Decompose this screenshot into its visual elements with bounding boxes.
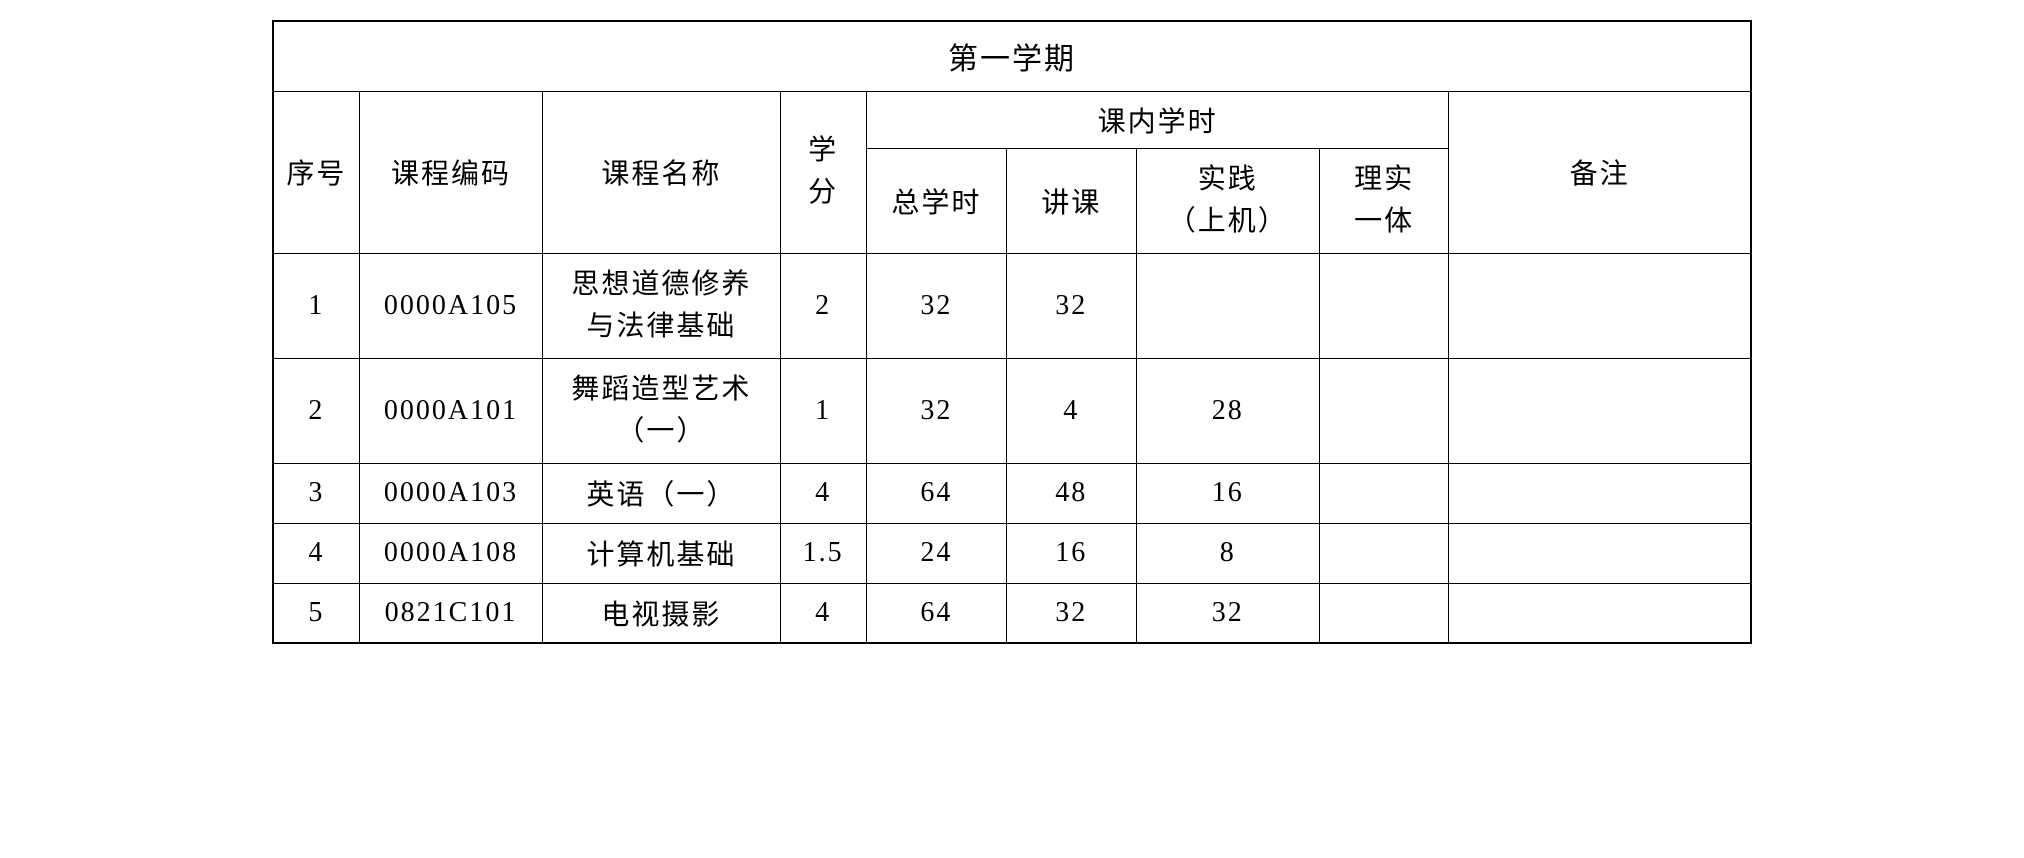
cell-lecture: 32 — [1007, 583, 1136, 643]
table-title: 第一学期 — [273, 21, 1751, 91]
cell-practice: 16 — [1136, 463, 1319, 523]
cell-code: 0000A105 — [359, 253, 542, 358]
table-header-row-1: 序号 课程编码 课程名称 学 分 课内学时 备注 — [273, 91, 1751, 148]
table-row: 4 0000A108 计算机基础 1.5 24 16 8 — [273, 523, 1751, 583]
cell-seq: 1 — [273, 253, 359, 358]
course-schedule-table: 第一学期 序号 课程编码 课程名称 学 分 课内学时 备注 总学时 讲课 实践 … — [272, 20, 1752, 644]
cell-total: 24 — [866, 523, 1006, 583]
header-name: 课程名称 — [543, 91, 780, 253]
cell-lecture: 48 — [1007, 463, 1136, 523]
cell-credit: 4 — [780, 463, 866, 523]
table-title-row: 第一学期 — [273, 21, 1751, 91]
table-row: 3 0000A103 英语（一） 4 64 48 16 — [273, 463, 1751, 523]
cell-integrated — [1319, 523, 1448, 583]
header-integrated-line1: 理实 — [1324, 159, 1444, 201]
cell-name: 英语（一） — [543, 463, 780, 523]
cell-name-line1: 舞蹈造型艺术 — [547, 369, 775, 411]
cell-credit: 1.5 — [780, 523, 866, 583]
cell-code: 0000A108 — [359, 523, 542, 583]
cell-code: 0821C101 — [359, 583, 542, 643]
cell-name-line2: （一） — [547, 411, 775, 453]
cell-integrated — [1319, 583, 1448, 643]
cell-total: 64 — [866, 463, 1006, 523]
cell-remark — [1449, 463, 1751, 523]
header-credit-line2: 分 — [785, 172, 862, 214]
cell-remark — [1449, 583, 1751, 643]
cell-name-line2: 与法律基础 — [547, 306, 775, 348]
cell-name: 计算机基础 — [543, 523, 780, 583]
cell-integrated — [1319, 463, 1448, 523]
cell-practice: 28 — [1136, 358, 1319, 463]
cell-name: 舞蹈造型艺术 （一） — [543, 358, 780, 463]
cell-credit: 4 — [780, 583, 866, 643]
cell-practice — [1136, 253, 1319, 358]
header-practice-line2: （上机） — [1141, 201, 1315, 243]
header-practice-line1: 实践 — [1141, 159, 1315, 201]
header-code: 课程编码 — [359, 91, 542, 253]
cell-remark — [1449, 358, 1751, 463]
cell-name: 电视摄影 — [543, 583, 780, 643]
cell-integrated — [1319, 358, 1448, 463]
header-total: 总学时 — [866, 148, 1006, 253]
header-practice: 实践 （上机） — [1136, 148, 1319, 253]
cell-total: 32 — [866, 253, 1006, 358]
table-row: 1 0000A105 思想道德修养 与法律基础 2 32 32 — [273, 253, 1751, 358]
header-lecture: 讲课 — [1007, 148, 1136, 253]
cell-integrated — [1319, 253, 1448, 358]
cell-seq: 2 — [273, 358, 359, 463]
header-credit-line1: 学 — [785, 130, 862, 172]
cell-practice: 8 — [1136, 523, 1319, 583]
cell-seq: 4 — [273, 523, 359, 583]
header-integrated: 理实 一体 — [1319, 148, 1448, 253]
cell-remark — [1449, 523, 1751, 583]
cell-practice: 32 — [1136, 583, 1319, 643]
header-integrated-line2: 一体 — [1324, 201, 1444, 243]
cell-lecture: 4 — [1007, 358, 1136, 463]
cell-seq: 5 — [273, 583, 359, 643]
table-row: 2 0000A101 舞蹈造型艺术 （一） 1 32 4 28 — [273, 358, 1751, 463]
cell-code: 0000A103 — [359, 463, 542, 523]
header-remark: 备注 — [1449, 91, 1751, 253]
cell-lecture: 16 — [1007, 523, 1136, 583]
cell-credit: 1 — [780, 358, 866, 463]
cell-seq: 3 — [273, 463, 359, 523]
cell-credit: 2 — [780, 253, 866, 358]
header-seq: 序号 — [273, 91, 359, 253]
header-credit: 学 分 — [780, 91, 866, 253]
cell-remark — [1449, 253, 1751, 358]
course-schedule-table-container: 第一学期 序号 课程编码 课程名称 学 分 课内学时 备注 总学时 讲课 实践 … — [272, 20, 1752, 644]
cell-lecture: 32 — [1007, 253, 1136, 358]
cell-total: 32 — [866, 358, 1006, 463]
header-hours-group: 课内学时 — [866, 91, 1449, 148]
cell-name: 思想道德修养 与法律基础 — [543, 253, 780, 358]
cell-total: 64 — [866, 583, 1006, 643]
cell-name-line1: 思想道德修养 — [547, 264, 775, 306]
table-row: 5 0821C101 电视摄影 4 64 32 32 — [273, 583, 1751, 643]
cell-code: 0000A101 — [359, 358, 542, 463]
